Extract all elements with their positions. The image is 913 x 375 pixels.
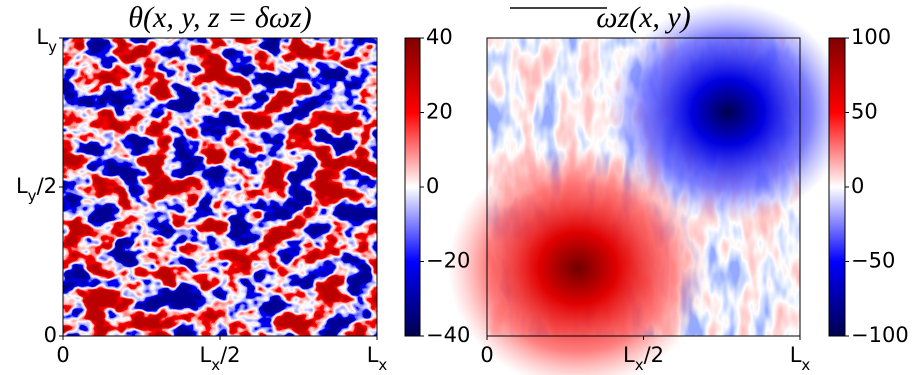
colorbar-tick-label: −20 — [426, 249, 470, 273]
colorbar-tick-label: 0 — [851, 174, 864, 198]
colorbar-tick-label: 50 — [851, 100, 878, 124]
x-tick-label: Lx/2 — [199, 343, 240, 374]
y-tick-label: 0 — [44, 323, 57, 347]
colorbar-tick-label: 100 — [851, 25, 891, 49]
vortex — [448, 148, 708, 375]
heatmap-image — [63, 38, 377, 336]
colorbar-tick-label: 20 — [426, 100, 453, 124]
colorbar-tick-label: 40 — [426, 25, 453, 49]
colorbar-tick-label: 0 — [426, 174, 439, 198]
x-tick-label: 0 — [480, 343, 493, 367]
colorbar-tick-label: −100 — [851, 323, 909, 347]
colorbar — [404, 37, 421, 337]
colorbar-tick-label: −40 — [426, 323, 470, 347]
vortex — [608, 2, 848, 222]
panel-title: θ(x, y, z = δωz) — [128, 1, 311, 34]
colorbar — [828, 37, 846, 337]
x-tick-label: Lx — [790, 343, 811, 374]
x-tick-label: Lx — [367, 343, 388, 374]
right-field — [448, 2, 848, 375]
x-tick-label: 0 — [56, 343, 69, 367]
colorbar-tick-label: −50 — [851, 249, 895, 273]
y-tick-label: Ly/2 — [16, 174, 57, 205]
y-tick-label: Ly — [36, 25, 57, 56]
left-field — [63, 38, 377, 336]
panel-title: ωz(x, y) — [596, 1, 690, 34]
